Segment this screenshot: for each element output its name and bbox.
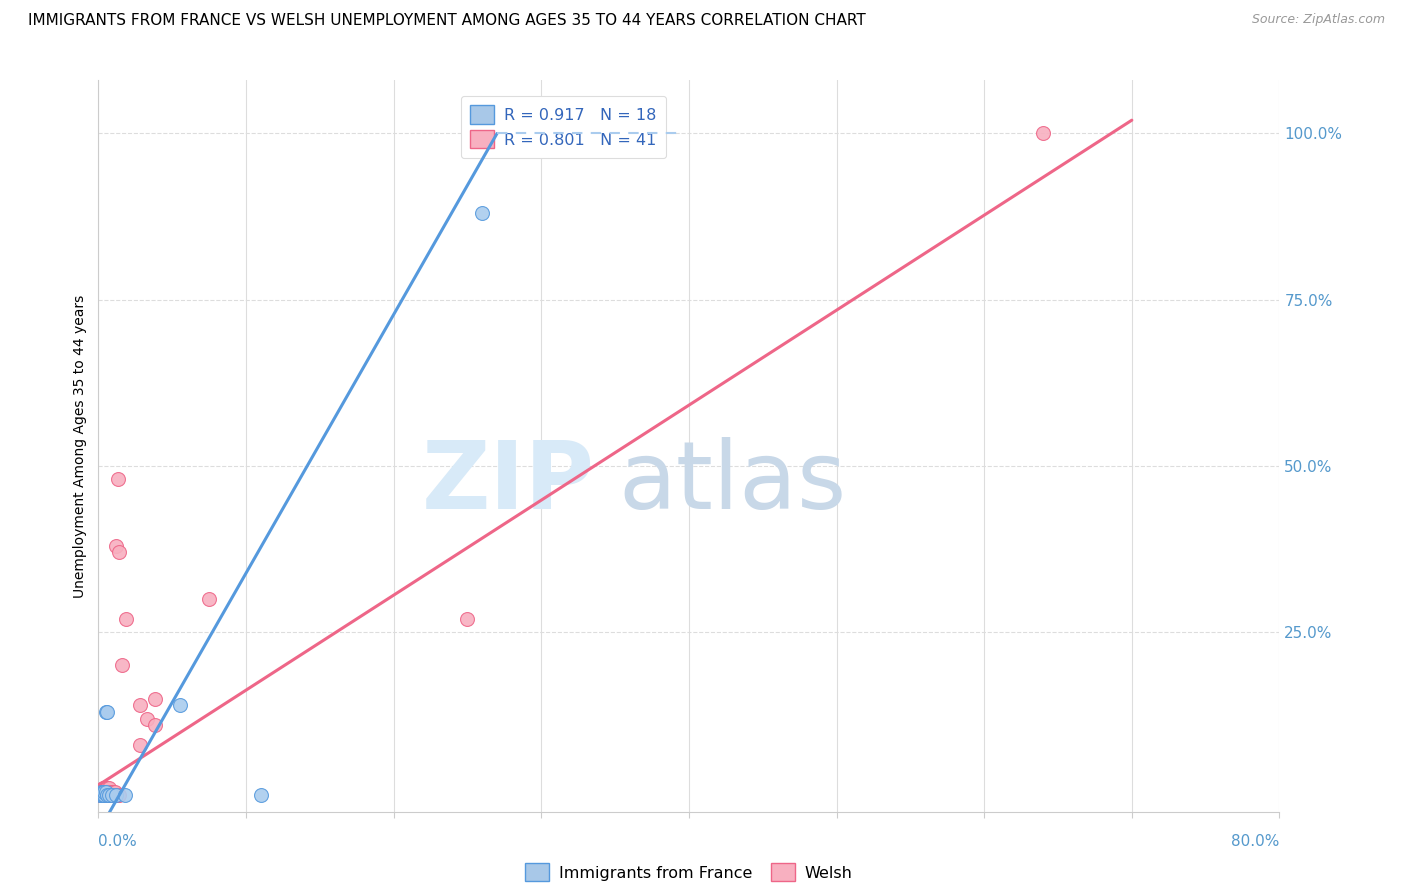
Point [104,788,127,802]
Point [104,785,127,799]
Point [98,788,121,802]
Point [93,785,115,799]
Point [94,781,117,796]
Point [97,785,120,799]
Point [90,785,112,799]
Text: Source: ZipAtlas.com: Source: ZipAtlas.com [1251,13,1385,27]
Point [128,738,150,752]
Point [105,788,128,802]
Point [93,788,115,802]
Point [91,785,114,799]
Point [169,698,191,713]
Point [94,788,117,802]
Point [96,785,118,799]
Point [98,785,121,799]
Point [94,785,117,799]
Point [103,785,125,799]
Point [94,705,117,719]
Text: atlas: atlas [619,436,846,529]
Point [89,788,111,802]
Point [96,705,118,719]
Point [107,788,129,802]
Point [91,785,114,799]
Point [96,788,118,802]
Point [91,788,114,802]
Text: 80.0%: 80.0% [1232,834,1279,849]
Point [97,781,120,796]
Point [114,788,136,802]
Point [93,785,115,799]
Point [1032,127,1054,141]
Point [115,612,138,626]
Point [93,788,115,802]
Point [100,788,122,802]
Point [105,539,128,553]
Point [90,788,112,802]
Point [143,718,166,732]
Point [108,788,131,802]
Point [90,785,112,799]
Y-axis label: Unemployment Among Ages 35 to 44 years: Unemployment Among Ages 35 to 44 years [73,294,87,598]
Text: ZIP: ZIP [422,436,595,529]
Point [105,788,128,802]
Point [198,591,221,606]
Point [111,658,134,673]
Point [89,788,111,802]
Point [136,712,159,726]
Point [128,698,150,713]
Point [143,691,166,706]
Point [250,788,273,802]
Point [108,545,131,559]
Text: IMMIGRANTS FROM FRANCE VS WELSH UNEMPLOYMENT AMONG AGES 35 TO 44 YEARS CORRELATI: IMMIGRANTS FROM FRANCE VS WELSH UNEMPLOY… [28,13,866,29]
Point [100,788,122,802]
Point [94,785,117,799]
Point [91,788,114,802]
Point [107,472,129,486]
Point [97,788,120,802]
Point [471,206,494,220]
Point [96,781,118,796]
Point [96,788,118,802]
Point [91,781,114,796]
Point [97,788,120,802]
Point [93,781,115,796]
Text: 0.0%: 0.0% [98,834,138,849]
Point [103,788,125,802]
Legend: Immigrants from France, Welsh: Immigrants from France, Welsh [519,856,859,888]
Point [90,788,112,802]
Point [456,612,478,626]
